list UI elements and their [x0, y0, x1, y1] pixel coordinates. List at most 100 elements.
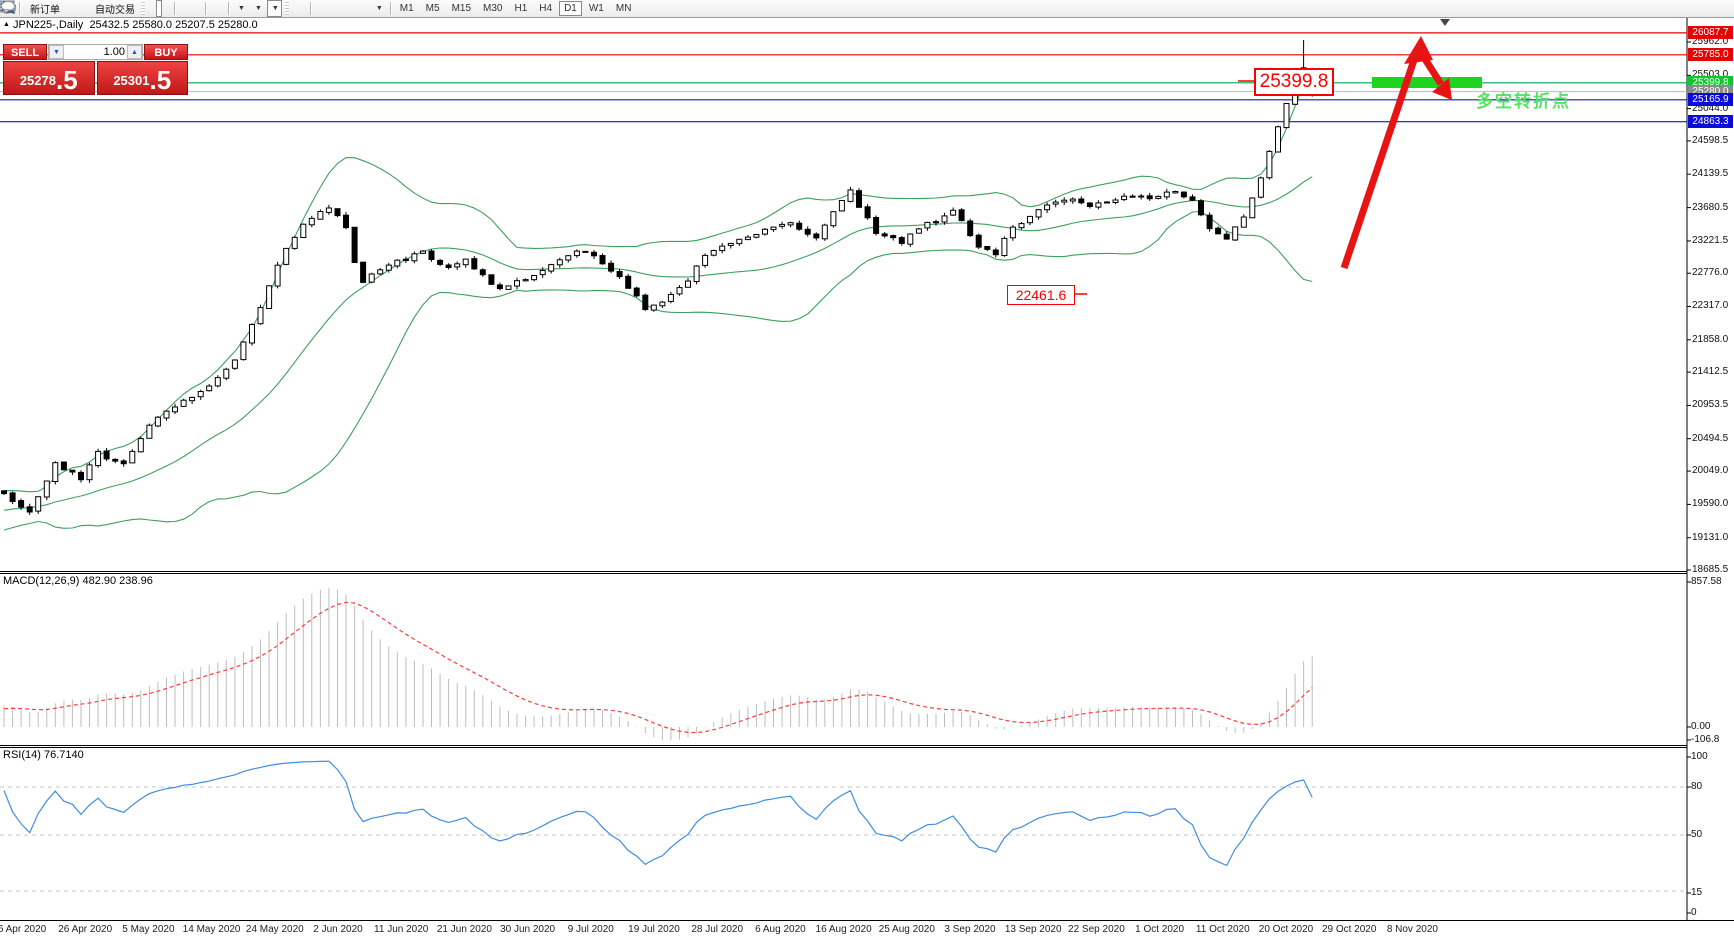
buy-price-pip: .5	[149, 65, 172, 95]
price-tick-label: 22776.0	[1692, 267, 1729, 279]
date-label: 6 Aug 2020	[755, 924, 806, 935]
timeframe-m5[interactable]: M5	[425, 3, 440, 14]
macd-label: MACD(12,26,9) 482.90 238.96	[3, 575, 153, 587]
volume-decrease-button[interactable]: ▼	[49, 45, 64, 59]
rsi-tick-label: 80	[1691, 781, 1703, 792]
timeframe-d1[interactable]: D1	[559, 1, 582, 16]
volume-input[interactable]: 1.00	[103, 46, 125, 58]
toolbar-grip	[284, 2, 289, 15]
price-level-chip: 26087.7	[1688, 26, 1733, 40]
arrows-caret: ▼	[375, 5, 383, 12]
date-label: 28 Jul 2020	[691, 924, 744, 935]
price-tick-label: 24139.5	[1692, 168, 1729, 180]
new-order-label: 新订单	[30, 5, 60, 16]
timeframe-w1[interactable]: W1	[588, 3, 604, 14]
rsi-tick-label: 50	[1691, 829, 1703, 840]
macd-tick-label: 0.00	[1691, 721, 1711, 732]
timeframe-h4[interactable]: H4	[539, 3, 553, 14]
date-label: 13 Sep 2020	[1004, 924, 1062, 935]
autotrade-label: 自动交易	[95, 5, 135, 16]
timeframe-m15[interactable]: M15	[451, 3, 472, 14]
indicators-caret: ▼	[238, 5, 245, 12]
price-tick-label: 19131.0	[1692, 531, 1729, 543]
toolbar: 新订单 自动交易	[0, 0, 1734, 18]
price-tick-label: 19590.0	[1692, 498, 1729, 510]
price-level-chip: 25785.0	[1688, 48, 1733, 62]
timeframe-mn[interactable]: MN	[615, 3, 632, 14]
sell-button[interactable]: SELL	[3, 44, 47, 60]
price-tick-label: 24598.5	[1692, 134, 1729, 146]
date-label: 6 Apr 2020	[0, 924, 47, 935]
rsi-tick-label: 100	[1691, 751, 1708, 762]
sell-price-panel[interactable]: 25278.5	[3, 61, 95, 95]
price-tick-label: 21412.5	[1692, 366, 1729, 378]
date-label: 29 Oct 2020	[1321, 924, 1377, 935]
volume-spinner: ▼ 1.00 ▲	[48, 44, 143, 60]
macd-tick-label: -106.8	[1691, 734, 1720, 745]
chat-button[interactable]	[1, 0, 1729, 17]
date-label: 11 Jun 2020	[374, 924, 429, 935]
symbol-collapse-arrow[interactable]: ▲	[3, 21, 10, 28]
periods-caret: ▼	[254, 5, 262, 12]
date-label: 2 Jun 2020	[313, 924, 363, 935]
timeframe-m30[interactable]: M30	[483, 3, 503, 14]
date-label: 24 May 2020	[245, 924, 304, 935]
price-tick-label: 22317.0	[1692, 300, 1729, 312]
date-label: 9 Jul 2020	[567, 924, 614, 935]
timeframe-h1[interactable]: H1	[514, 3, 528, 14]
toolbar-separator	[228, 2, 229, 15]
date-label: 8 Nov 2020	[1386, 924, 1438, 935]
price-tick-label: 21858.0	[1692, 333, 1729, 345]
chat-icon	[1, 1, 15, 14]
chart-title: JPN225-,Daily 25432.5 25580.0 25207.5 25…	[13, 19, 258, 31]
price-tick-label: 20494.5	[1692, 432, 1729, 444]
sell-price-main: 25278	[19, 73, 56, 88]
date-label: 22 Sep 2020	[1068, 924, 1125, 935]
price-tick-label: 25962.0	[1692, 36, 1729, 47]
one-click-trading-widget: SELL ▼ 1.00 ▲ BUY 25278.5 25301.5	[3, 44, 188, 95]
price-level-chip: 24863.3	[1688, 115, 1733, 129]
rsi-tick-label: 0	[1691, 907, 1697, 918]
date-label: 14 May 2020	[182, 924, 241, 935]
date-label: 21 Jun 2020	[436, 924, 492, 935]
date-label: 5 May 2020	[122, 924, 175, 935]
price-tick-label: 20953.5	[1692, 399, 1729, 411]
timeframe-group: M1 M5 M15 M30 H1 H4 D1 W1 MN	[394, 1, 638, 16]
rsi-tick-label: 15	[1691, 887, 1703, 898]
toolbar-right	[1, 0, 1730, 17]
buy-price-panel[interactable]: 25301.5	[96, 61, 188, 95]
support-callout[interactable]: 22461.6	[1007, 285, 1075, 305]
toolbar-separator	[389, 2, 391, 15]
price-tick-label: 25503.0	[1692, 69, 1729, 81]
price-tick-label: 20049.0	[1692, 465, 1729, 477]
chart-title-symbol: JPN225-,Daily	[13, 19, 84, 31]
date-label: 20 Oct 2020	[1258, 924, 1314, 935]
timeframe-m1[interactable]: M1	[399, 3, 414, 14]
toolbar-separator	[309, 2, 311, 15]
toolbar-separator	[19, 2, 20, 15]
date-label: 1 Oct 2020	[1135, 924, 1185, 935]
toolbar-separator	[174, 2, 175, 15]
price-tick-label: 25044.0	[1692, 102, 1729, 114]
toolbar-grip	[141, 2, 145, 15]
date-label: 11 Oct 2020	[1195, 924, 1250, 935]
price-tick-label: 23680.5	[1692, 201, 1729, 213]
date-label: 30 Jun 2020	[500, 924, 556, 935]
date-label: 3 Sep 2020	[944, 924, 996, 935]
turning-point-note[interactable]: 多空转折点	[1476, 92, 1571, 111]
resistance-callout[interactable]: 25399.8	[1254, 68, 1334, 96]
sell-price-pip: .5	[55, 65, 78, 95]
chart-title-ohlc: 25432.5 25580.0 25207.5 25280.0	[89, 19, 258, 31]
rsi-label: RSI(14) 76.7140	[3, 749, 84, 761]
volume-increase-button[interactable]: ▲	[127, 45, 142, 59]
buy-price-main: 25301	[113, 73, 150, 88]
price-tick-label: 23221.5	[1692, 234, 1729, 246]
templates-caret: ▼	[271, 5, 279, 12]
macd-tick-label: 857.58	[1691, 576, 1722, 587]
date-label: 19 Jul 2020	[628, 924, 680, 935]
buy-button[interactable]: BUY	[144, 44, 188, 60]
date-label: 16 Aug 2020	[815, 924, 872, 935]
price-tick-label: 18685.5	[1692, 563, 1729, 575]
